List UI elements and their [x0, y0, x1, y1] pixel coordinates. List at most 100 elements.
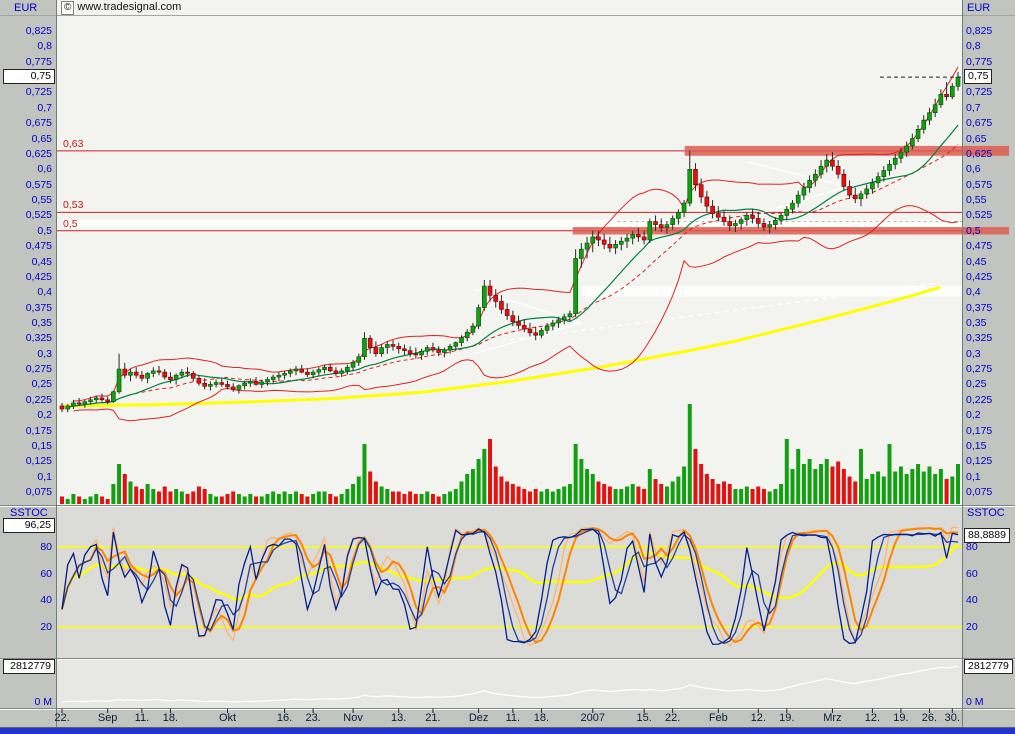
volume-bar: [761, 489, 766, 504]
volume-bar: [413, 494, 418, 504]
cumulative-volume-marker-right: 2812779: [964, 659, 1013, 674]
volume-bar: [653, 479, 658, 504]
volume-bar: [921, 471, 926, 504]
candle-body: [744, 215, 750, 221]
candle-body: [539, 330, 544, 336]
candle-body: [442, 349, 447, 353]
volume-bar: [522, 489, 527, 504]
candle-body: [596, 236, 601, 241]
volume-bar: [419, 494, 424, 504]
volume-bar: [408, 491, 413, 504]
candle-body: [219, 382, 225, 385]
candle-body: [904, 145, 909, 153]
volume-bar: [453, 489, 458, 504]
candle-body: [82, 401, 88, 405]
candle-body: [139, 374, 145, 379]
candle-body: [345, 366, 350, 372]
candle-body: [419, 350, 424, 356]
volume-bar: [134, 486, 139, 504]
candle-body: [173, 374, 179, 380]
volume-bar: [722, 481, 727, 504]
volume-bar: [482, 449, 487, 504]
volume-bar: [391, 491, 396, 504]
volume-bar: [368, 471, 373, 504]
volume-zero-label-left: 0 M: [34, 696, 52, 708]
volume-bar: [362, 444, 367, 504]
volume-bar: [550, 491, 555, 504]
volume-bar: [145, 484, 150, 504]
candle-body: [710, 205, 715, 214]
candle-body: [915, 129, 921, 139]
candle-body: [584, 242, 590, 250]
candle-body: [168, 376, 173, 380]
volume-bar: [174, 489, 179, 504]
volume-bar: [117, 464, 122, 504]
candle-body: [590, 236, 596, 244]
candle-body: [259, 381, 265, 385]
candle-body: [128, 371, 133, 376]
volume-bar: [77, 496, 82, 504]
volume-bar: [556, 489, 561, 504]
candle-body: [852, 194, 858, 200]
volume-bar: [271, 491, 276, 504]
volume-bar: [898, 466, 903, 504]
volume-bar: [328, 494, 333, 504]
volume-bar: [157, 491, 162, 504]
volume-bar: [739, 489, 744, 504]
volume-bar: [733, 489, 738, 504]
volume-bar: [847, 476, 852, 504]
volume-bar: [214, 496, 219, 504]
volume-bar: [385, 489, 390, 504]
trendline-dashed[interactable]: [429, 282, 941, 352]
candle-body: [716, 213, 721, 218]
candle-body: [447, 346, 453, 351]
candle-body: [910, 138, 915, 147]
resistance-band[interactable]: [684, 145, 1009, 156]
candle-body: [687, 169, 693, 204]
volume-bar: [567, 484, 572, 504]
candle-body: [790, 202, 795, 210]
volume-bar: [944, 479, 949, 504]
candle-body: [938, 94, 944, 106]
volume-bar: [345, 489, 350, 504]
volume-bar: [904, 474, 909, 504]
candle-body: [704, 196, 710, 207]
sstoc-pane-title-right: SSTOC: [967, 507, 1005, 519]
candle-body: [807, 180, 812, 189]
highlight-band: [581, 286, 962, 297]
triangle-pattern-line[interactable]: [747, 161, 847, 188]
candle-body: [390, 344, 396, 347]
volume-bar: [619, 489, 624, 504]
volume-bar: [111, 484, 116, 504]
candle-body: [801, 187, 807, 196]
volume-bar: [585, 469, 590, 504]
stoch-orange-line: [61, 527, 959, 644]
volume-bar: [881, 476, 886, 504]
candle-body: [533, 332, 538, 336]
volume-bar: [624, 486, 629, 504]
volume-bar: [756, 486, 761, 504]
candle-body: [881, 170, 887, 177]
candle-body: [413, 353, 419, 356]
volume-bar: [299, 494, 304, 504]
candle-body: [487, 285, 493, 296]
candle-body: [333, 370, 339, 374]
resistance-band[interactable]: [572, 227, 1009, 235]
volume-bar: [796, 449, 801, 504]
candle-body: [949, 86, 955, 98]
volume-bar: [670, 481, 675, 504]
volume-bar: [254, 496, 259, 504]
volume-bar: [82, 499, 87, 504]
candle-body: [681, 202, 687, 213]
volume-bar: [727, 484, 732, 504]
stoch-slow-raw-line: [61, 526, 959, 647]
triangle-pattern-line[interactable]: [473, 322, 582, 355]
candle-body: [208, 384, 213, 387]
volume-bar: [664, 486, 669, 504]
candle-body: [379, 347, 384, 355]
volume-bar: [938, 469, 943, 504]
volume-bar: [322, 491, 327, 504]
volume-bar: [396, 491, 401, 504]
candle-body: [653, 221, 658, 225]
